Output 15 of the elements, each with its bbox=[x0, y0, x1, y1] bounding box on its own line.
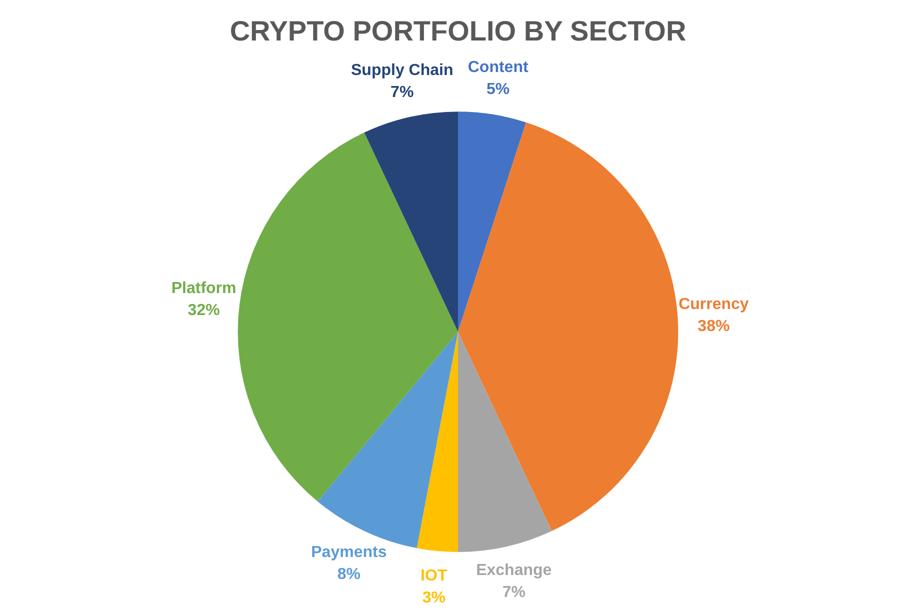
data-label: 7% bbox=[390, 84, 414, 102]
slice-label: Content bbox=[468, 59, 529, 76]
data-label: 3% bbox=[422, 589, 446, 606]
slice-label: Currency bbox=[678, 296, 749, 314]
slice-label: Payments bbox=[311, 544, 387, 562]
slice-label: Exchange bbox=[476, 562, 552, 580]
slice-label: Supply Chain bbox=[350, 62, 454, 80]
slice-label: IOT bbox=[420, 567, 448, 584]
data-label: 8% bbox=[337, 566, 360, 584]
data-label: 38% bbox=[698, 318, 730, 336]
chart-title: CRYPTO PORTFOLIO BY SECTOR bbox=[230, 16, 686, 47]
data-label: 7% bbox=[502, 584, 526, 602]
slice-label: Platform bbox=[171, 280, 236, 298]
data-label: 5% bbox=[486, 81, 510, 98]
data-label: 32% bbox=[188, 302, 220, 320]
